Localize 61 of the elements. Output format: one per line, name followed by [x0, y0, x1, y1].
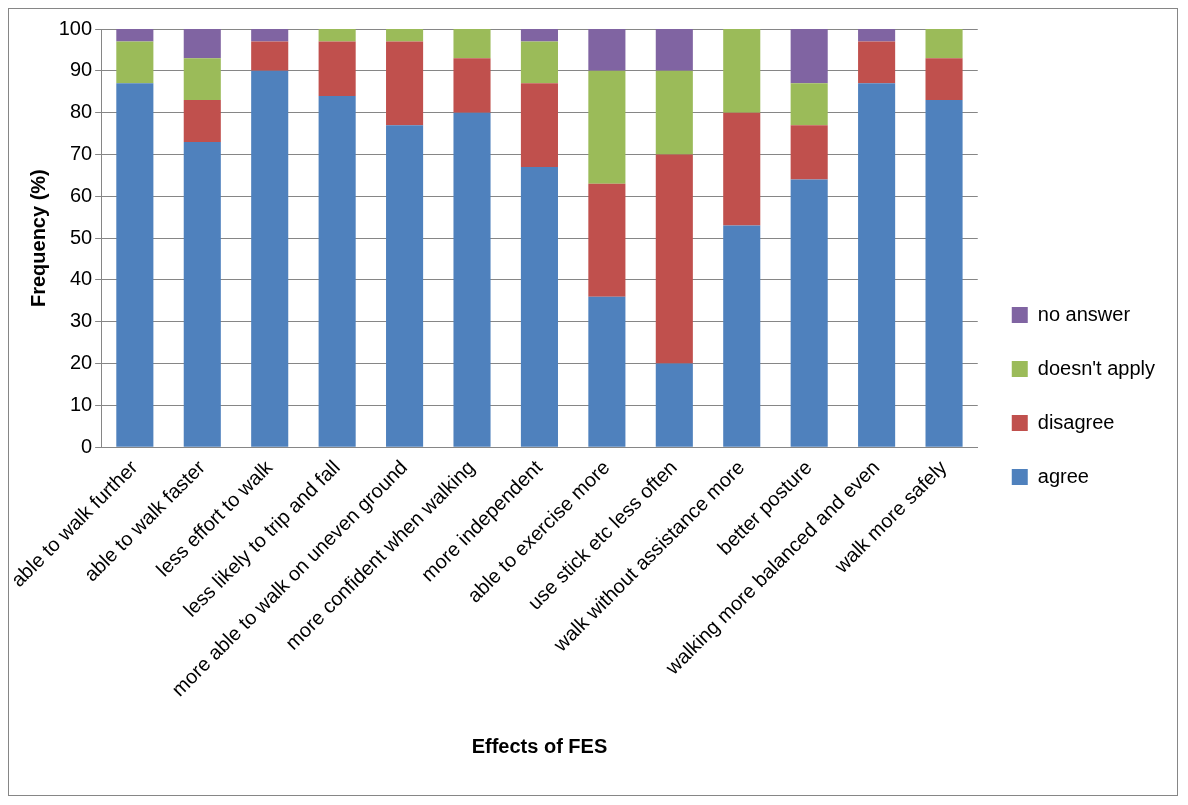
- legend-label: agree: [1037, 464, 1089, 487]
- bar: [116, 29, 154, 42]
- legend-label: no answer: [1037, 302, 1131, 325]
- y-tick-label: 90: [69, 58, 93, 81]
- bar: [655, 29, 693, 71]
- bar: [116, 41, 154, 84]
- x-axis-title: Effects of FES: [471, 734, 608, 757]
- bar: [925, 100, 963, 447]
- bar: [386, 29, 424, 42]
- bar: [318, 41, 356, 96]
- bar: [116, 83, 154, 447]
- bar: [386, 41, 424, 126]
- y-tick-label: 40: [69, 267, 93, 290]
- bar: [655, 154, 693, 364]
- bar: [588, 296, 626, 447]
- bar: [790, 83, 828, 126]
- y-tick-label: 20: [69, 351, 93, 374]
- bar: [925, 58, 963, 101]
- y-axis-title: Frequency (%): [27, 169, 50, 308]
- bar: [251, 29, 289, 42]
- legend-label: doesn't apply: [1037, 356, 1156, 379]
- legend-label: disagree: [1037, 410, 1115, 433]
- bar: [318, 95, 356, 447]
- y-tick-label: 60: [69, 183, 93, 206]
- bar: [520, 41, 558, 84]
- bar: [588, 29, 626, 71]
- bar: [655, 70, 693, 155]
- bar: [723, 225, 761, 447]
- bar: [520, 83, 558, 168]
- bar: [790, 125, 828, 180]
- bar: [858, 41, 896, 84]
- bar: [183, 100, 221, 142]
- bar: [723, 29, 761, 113]
- bar: [386, 125, 424, 447]
- bar: [858, 83, 896, 447]
- y-tick-label: 0: [81, 434, 93, 457]
- bar: [790, 179, 828, 447]
- y-tick-label: 70: [69, 141, 93, 164]
- bar: [723, 112, 761, 226]
- bar: [251, 70, 289, 447]
- bar: [858, 29, 896, 42]
- bar: [183, 141, 221, 447]
- bar: [453, 112, 491, 447]
- bar: [520, 29, 558, 42]
- bar: [453, 58, 491, 113]
- y-tick-label: 10: [69, 392, 93, 415]
- bar: [251, 41, 289, 71]
- y-tick-label: 50: [69, 225, 93, 248]
- bar: [318, 29, 356, 42]
- y-tick-label: 30: [69, 309, 93, 332]
- y-tick-label: 80: [69, 100, 93, 123]
- bar: [183, 58, 221, 101]
- bar: [790, 29, 828, 84]
- bar: [925, 29, 963, 59]
- y-tick-label: 100: [58, 16, 93, 39]
- bar: [588, 183, 626, 297]
- bar: [453, 29, 491, 59]
- bar: [655, 363, 693, 447]
- bar: [520, 167, 558, 447]
- bar: [183, 29, 221, 59]
- bar: [588, 70, 626, 184]
